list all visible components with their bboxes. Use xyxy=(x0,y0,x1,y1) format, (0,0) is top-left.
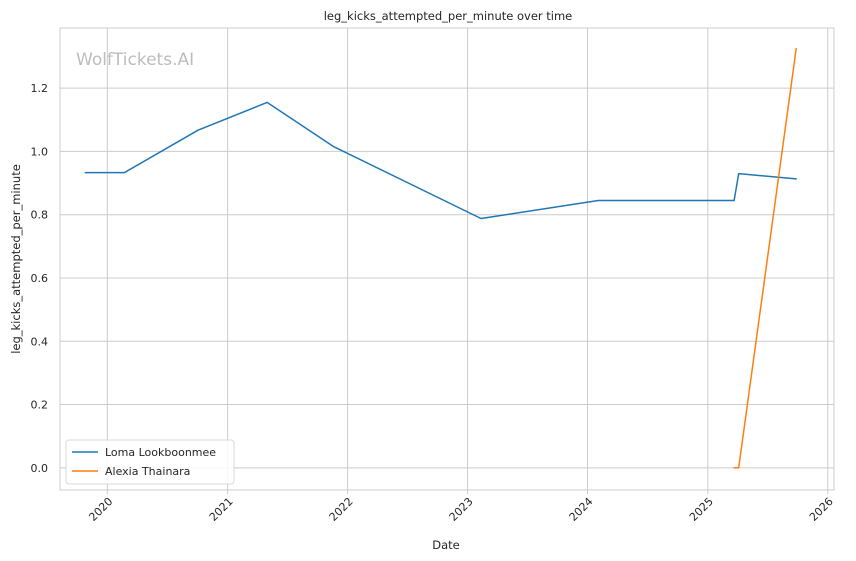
chart-title: leg_kicks_attempted_per_minute over time xyxy=(324,9,573,23)
y-axis-ticks: 0.0 0.2 0.4 0.6 0.8 1.0 1.2 xyxy=(31,82,49,475)
y-tick-label: 1.0 xyxy=(31,145,49,158)
x-tick-label: 2025 xyxy=(687,495,716,524)
x-axis-title: Date xyxy=(432,538,460,552)
x-axis-ticks: 2020 2021 2022 2023 2024 2025 2026 xyxy=(86,490,836,524)
x-tick-label: 2026 xyxy=(807,495,836,524)
x-tick-label: 2021 xyxy=(207,495,236,524)
legend-box xyxy=(65,439,235,485)
grid xyxy=(60,28,834,490)
watermark: WolfTickets.AI xyxy=(76,50,194,70)
x-tick-label: 2023 xyxy=(447,495,476,524)
y-tick-label: 0.6 xyxy=(31,272,49,285)
x-tick-label: 2024 xyxy=(567,495,596,524)
y-tick-label: 0.0 xyxy=(31,462,49,475)
y-tick-label: 0.2 xyxy=(31,399,49,412)
plot-frame xyxy=(59,27,835,491)
y-tick-label: 0.4 xyxy=(31,335,49,348)
legend: Loma Lookboonmee Alexia Thainara xyxy=(65,439,235,485)
x-tick-label: 2020 xyxy=(86,495,115,524)
legend-label: Loma Lookboonmee xyxy=(105,446,216,459)
series-line-loma-lookboonmee xyxy=(84,101,797,220)
y-tick-label: 1.2 xyxy=(31,82,49,95)
series-line-alexia-thainara xyxy=(733,47,797,469)
series-layer xyxy=(84,47,797,469)
x-tick-label: 2022 xyxy=(327,495,356,524)
legend-label: Alexia Thainara xyxy=(105,465,190,478)
y-axis-title: leg_kicks_attempted_per_minute xyxy=(9,164,23,354)
y-tick-label: 0.8 xyxy=(31,209,49,222)
